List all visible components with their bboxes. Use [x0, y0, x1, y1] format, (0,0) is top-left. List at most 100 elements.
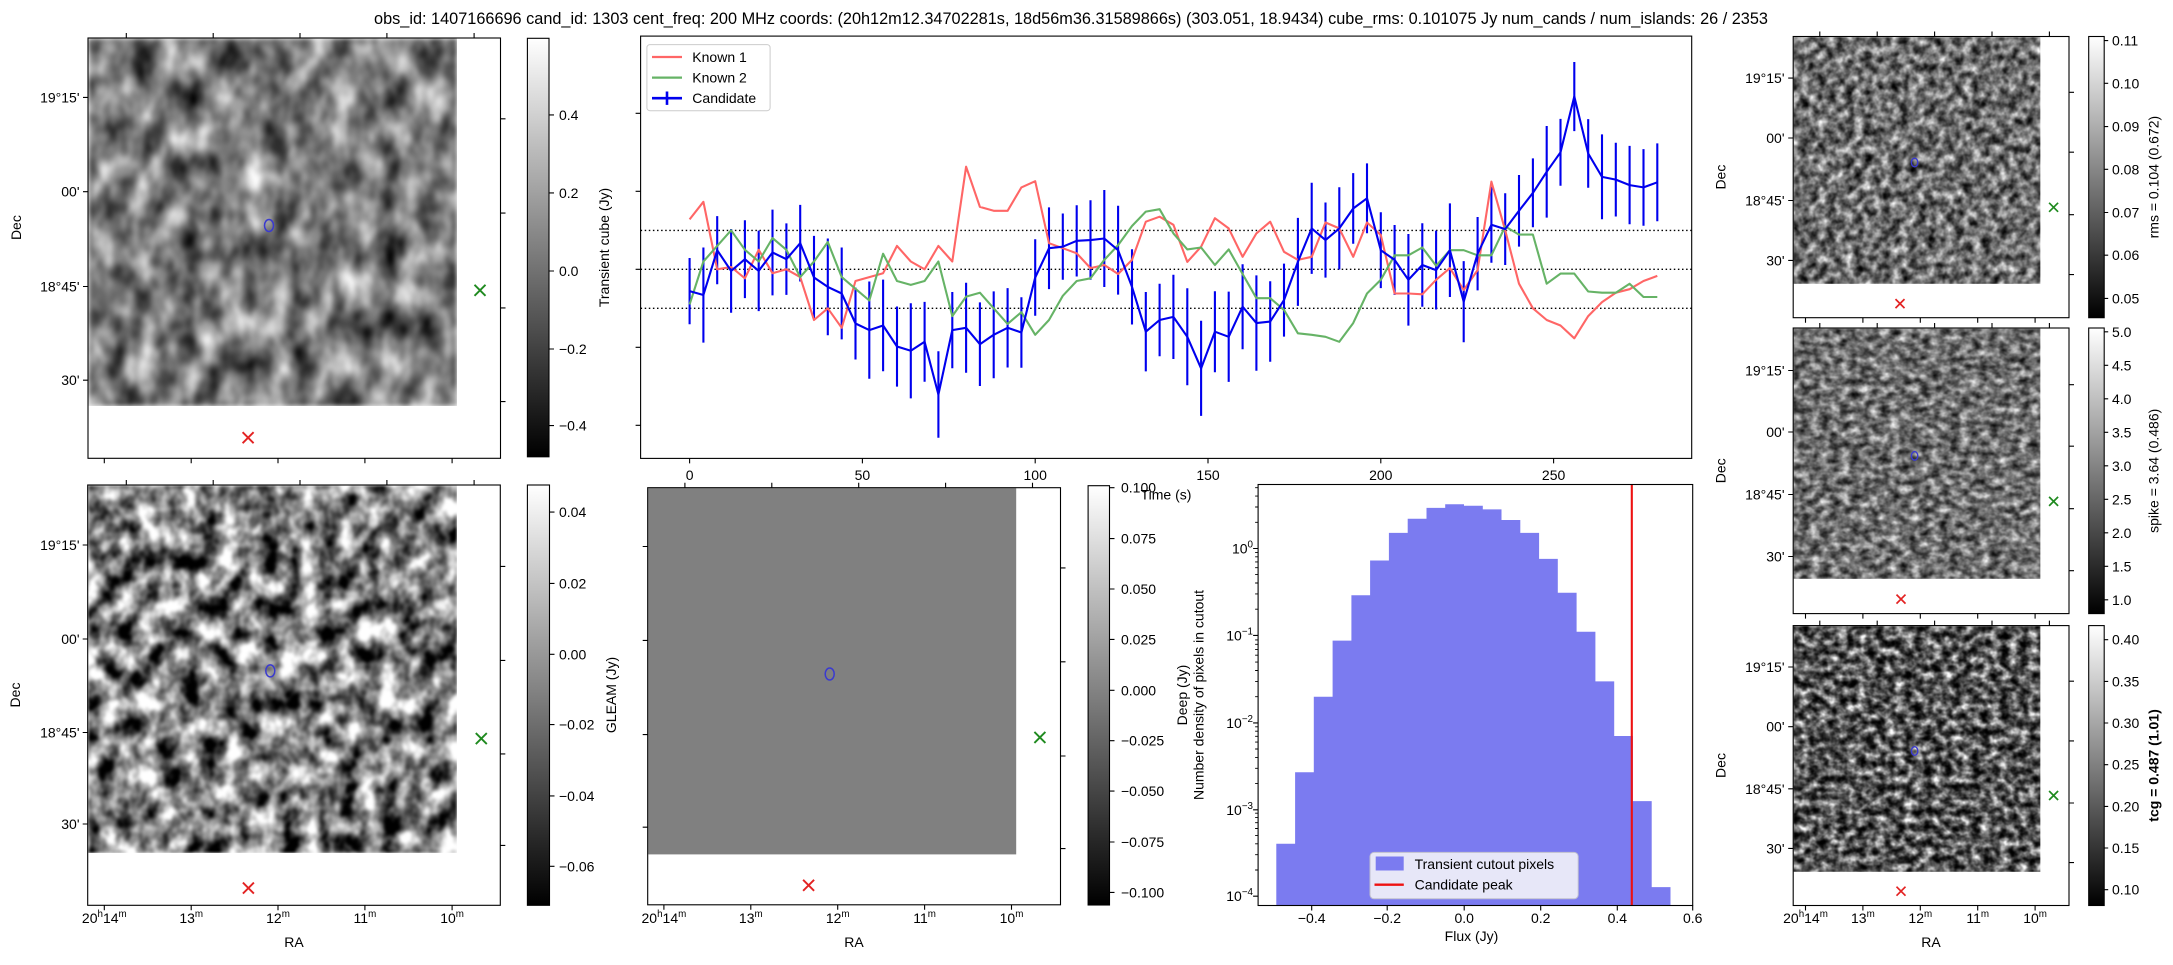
svg-text:4.0: 4.0 — [2112, 391, 2132, 407]
svg-text:200: 200 — [1369, 467, 1393, 483]
svg-text:−0.04: −0.04 — [559, 788, 595, 804]
svg-text:30': 30' — [61, 816, 79, 832]
svg-text:RA: RA — [844, 934, 864, 950]
svg-text:0.0: 0.0 — [559, 263, 579, 279]
svg-text:18°45': 18°45' — [40, 279, 79, 295]
svg-text:Known 1: Known 1 — [692, 49, 747, 65]
svg-text:19°15': 19°15' — [40, 89, 79, 105]
svg-text:0.100: 0.100 — [1121, 480, 1156, 496]
svg-text:0.09: 0.09 — [2112, 119, 2139, 135]
svg-text:00': 00' — [61, 631, 79, 647]
svg-text:0.11: 0.11 — [2112, 33, 2138, 49]
svg-text:0.15: 0.15 — [2112, 840, 2139, 856]
svg-text:20h14m: 20h14m — [642, 909, 687, 926]
svg-text:Candidate: Candidate — [692, 90, 756, 106]
svg-text:−0.2: −0.2 — [559, 341, 587, 357]
svg-text:0.30: 0.30 — [2112, 715, 2139, 731]
svg-text:0.04: 0.04 — [559, 504, 586, 520]
svg-text:0.4: 0.4 — [1608, 910, 1628, 926]
svg-text:00': 00' — [1766, 424, 1784, 440]
svg-text:00': 00' — [61, 184, 79, 200]
svg-text:50: 50 — [855, 467, 871, 483]
svg-text:30': 30' — [1766, 252, 1784, 268]
svg-text:Dec: Dec — [1712, 753, 1728, 778]
svg-text:RA: RA — [1921, 934, 1941, 950]
svg-text:Transient cutout pixels: Transient cutout pixels — [1415, 856, 1555, 872]
svg-text:Deep (Jy): Deep (Jy) — [1174, 665, 1190, 726]
svg-text:4.5: 4.5 — [2112, 357, 2132, 373]
svg-text:100: 100 — [1024, 467, 1048, 483]
svg-text:−0.06: −0.06 — [559, 858, 595, 874]
svg-text:30': 30' — [1766, 840, 1784, 856]
svg-text:−0.2: −0.2 — [1373, 910, 1401, 926]
svg-text:GLEAM (Jy): GLEAM (Jy) — [603, 657, 619, 733]
svg-text:2.5: 2.5 — [2112, 491, 2132, 507]
svg-text:0.07: 0.07 — [2112, 205, 2139, 221]
svg-text:−0.02: −0.02 — [559, 717, 595, 733]
svg-text:Dec: Dec — [1712, 458, 1728, 483]
svg-text:−0.4: −0.4 — [1298, 910, 1326, 926]
svg-text:Flux (Jy): Flux (Jy) — [1445, 928, 1499, 944]
svg-text:Dec: Dec — [8, 215, 24, 240]
svg-text:30': 30' — [1766, 549, 1784, 565]
svg-text:Known 2: Known 2 — [692, 70, 747, 86]
svg-text:Dec: Dec — [7, 683, 23, 708]
svg-text:19°15': 19°15' — [1745, 659, 1784, 675]
svg-text:0.4: 0.4 — [559, 107, 579, 123]
svg-text:0.025: 0.025 — [1121, 631, 1156, 647]
svg-text:−0.100: −0.100 — [1121, 884, 1164, 900]
svg-text:Time (s): Time (s) — [1141, 487, 1192, 503]
svg-text:18°45': 18°45' — [1745, 193, 1784, 209]
svg-text:0.00: 0.00 — [559, 646, 586, 662]
svg-text:Number density of pixels in cu: Number density of pixels in cutout — [1191, 590, 1207, 800]
svg-text:0.08: 0.08 — [2112, 161, 2139, 177]
svg-text:00': 00' — [1766, 719, 1784, 735]
svg-text:0.05: 0.05 — [2112, 290, 2139, 306]
svg-text:1.0: 1.0 — [2112, 592, 2132, 608]
svg-text:0.0: 0.0 — [1454, 910, 1474, 926]
svg-text:Dec: Dec — [1712, 165, 1728, 190]
svg-text:3.0: 3.0 — [2112, 458, 2132, 474]
svg-text:rms = 0.104 (0.672): rms = 0.104 (0.672) — [2146, 116, 2162, 239]
svg-text:150: 150 — [1196, 467, 1220, 483]
svg-text:20h14m: 20h14m — [82, 909, 127, 926]
svg-text:0.10: 0.10 — [2112, 882, 2139, 898]
svg-text:250: 250 — [1542, 467, 1566, 483]
svg-text:18°45': 18°45' — [1745, 781, 1784, 797]
svg-text:5.0: 5.0 — [2112, 324, 2132, 340]
svg-text:Candidate peak: Candidate peak — [1415, 877, 1514, 893]
svg-text:0.2: 0.2 — [559, 185, 579, 201]
svg-text:0.075: 0.075 — [1121, 531, 1156, 547]
svg-text:0.2: 0.2 — [1531, 910, 1551, 926]
svg-text:3.5: 3.5 — [2112, 424, 2132, 440]
svg-text:19°15': 19°15' — [40, 537, 79, 553]
svg-text:0.050: 0.050 — [1121, 581, 1156, 597]
svg-text:00': 00' — [1766, 130, 1784, 146]
svg-text:18°45': 18°45' — [40, 725, 79, 741]
svg-text:0.6: 0.6 — [1683, 910, 1703, 926]
svg-text:−0.4: −0.4 — [559, 418, 587, 434]
svg-text:0.06: 0.06 — [2112, 247, 2139, 263]
svg-text:0.25: 0.25 — [2112, 757, 2139, 773]
svg-text:−0.075: −0.075 — [1121, 834, 1164, 850]
svg-text:0: 0 — [686, 467, 694, 483]
svg-text:30': 30' — [61, 372, 79, 388]
svg-text:Transient cube (Jy): Transient cube (Jy) — [596, 188, 612, 307]
svg-text:0.10: 0.10 — [2112, 75, 2139, 91]
svg-text:19°15': 19°15' — [1745, 363, 1784, 379]
svg-text:obs_id: 1407166696 cand_id: 13: obs_id: 1407166696 cand_id: 1303 cent_fr… — [374, 10, 1768, 28]
svg-text:18°45': 18°45' — [1745, 487, 1784, 503]
svg-text:20h14m: 20h14m — [1783, 909, 1828, 926]
svg-text:0.20: 0.20 — [2112, 798, 2139, 814]
svg-text:−0.050: −0.050 — [1121, 783, 1164, 799]
svg-text:0.35: 0.35 — [2112, 673, 2139, 689]
svg-text:RA: RA — [284, 934, 304, 950]
svg-text:0.000: 0.000 — [1121, 682, 1156, 698]
svg-text:19°15': 19°15' — [1745, 70, 1784, 86]
svg-text:0.02: 0.02 — [559, 575, 586, 591]
svg-text:1.5: 1.5 — [2112, 558, 2132, 574]
svg-text:spike = 3.64 (0.486): spike = 3.64 (0.486) — [2146, 409, 2162, 533]
svg-text:tcg = 0.487 (1.01): tcg = 0.487 (1.01) — [2146, 709, 2162, 821]
svg-text:0.40: 0.40 — [2112, 632, 2139, 648]
svg-text:2.0: 2.0 — [2112, 525, 2132, 541]
